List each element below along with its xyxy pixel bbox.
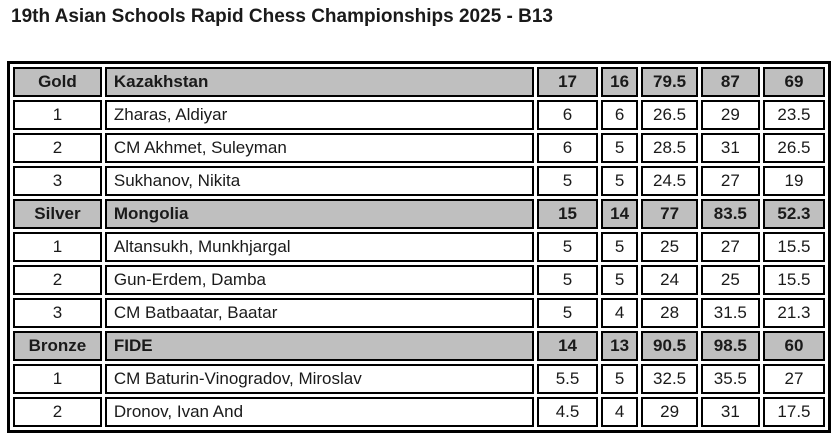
player-name-cell: Altansukh, Munkhjargal bbox=[104, 232, 535, 262]
player-rank-cell: 3 bbox=[13, 166, 102, 196]
player-score-cell: 27 bbox=[700, 166, 760, 196]
player-score-cell: 21.3 bbox=[762, 298, 825, 328]
player-score-cell: 25 bbox=[700, 265, 760, 295]
player-rank-cell: 2 bbox=[13, 397, 102, 427]
player-row: 1 Zharas, Aldiyar 6 6 26.5 29 23.5 bbox=[13, 100, 825, 130]
team-total-cell: 98.5 bbox=[700, 331, 760, 361]
team-total-cell: 60 bbox=[762, 331, 825, 361]
team-total-cell: 15 bbox=[537, 199, 598, 229]
player-score-cell: 24.5 bbox=[641, 166, 698, 196]
player-score-cell: 5 bbox=[537, 298, 598, 328]
team-total-cell: 90.5 bbox=[641, 331, 698, 361]
player-row: 1 Altansukh, Munkhjargal 5 5 25 27 15.5 bbox=[13, 232, 825, 262]
player-score-cell: 5 bbox=[537, 166, 598, 196]
team-total-cell: 14 bbox=[600, 199, 639, 229]
player-score-cell: 4 bbox=[600, 298, 639, 328]
player-score-cell: 5 bbox=[600, 232, 639, 262]
team-header-row: Bronze FIDE 14 13 90.5 98.5 60 bbox=[13, 331, 825, 361]
player-rank-cell: 1 bbox=[13, 100, 102, 130]
player-name-cell: CM Akhmet, Suleyman bbox=[104, 133, 535, 163]
player-name-cell: Dronov, Ivan And bbox=[104, 397, 535, 427]
medal-cell: Gold bbox=[13, 67, 102, 97]
team-total-cell: 16 bbox=[600, 67, 639, 97]
team-total-cell: 14 bbox=[537, 331, 598, 361]
player-score-cell: 31 bbox=[700, 133, 760, 163]
team-name-cell: Kazakhstan bbox=[104, 67, 535, 97]
team-total-cell: 17 bbox=[537, 67, 598, 97]
player-score-cell: 24 bbox=[641, 265, 698, 295]
player-score-cell: 26.5 bbox=[641, 100, 698, 130]
medal-cell: Bronze bbox=[13, 331, 102, 361]
team-total-cell: 52.3 bbox=[762, 199, 825, 229]
player-row: 3 CM Batbaatar, Baatar 5 4 28 31.5 21.3 bbox=[13, 298, 825, 328]
team-total-cell: 87 bbox=[700, 67, 760, 97]
player-row: 2 Dronov, Ivan And 4.5 4 29 31 17.5 bbox=[13, 397, 825, 427]
team-total-cell: 13 bbox=[600, 331, 639, 361]
player-name-cell: Gun-Erdem, Damba bbox=[104, 265, 535, 295]
team-total-cell: 69 bbox=[762, 67, 825, 97]
player-score-cell: 6 bbox=[600, 100, 639, 130]
team-total-cell: 77 bbox=[641, 199, 698, 229]
player-score-cell: 32.5 bbox=[641, 364, 698, 394]
player-score-cell: 25 bbox=[641, 232, 698, 262]
player-score-cell: 15.5 bbox=[762, 232, 825, 262]
player-score-cell: 6 bbox=[537, 100, 598, 130]
team-header-row: Silver Mongolia 15 14 77 83.5 52.3 bbox=[13, 199, 825, 229]
player-score-cell: 28 bbox=[641, 298, 698, 328]
player-score-cell: 29 bbox=[700, 100, 760, 130]
player-score-cell: 27 bbox=[762, 364, 825, 394]
results-table-body: Gold Kazakhstan 17 16 79.5 87 69 1 Zharas, Aldiy… bbox=[13, 67, 825, 427]
player-score-cell: 4.5 bbox=[537, 397, 598, 427]
player-score-cell: 15.5 bbox=[762, 265, 825, 295]
results-table: Gold Kazakhstan 17 16 79.5 87 69 1 Zharas, Aldiy… bbox=[7, 61, 831, 433]
team-total-cell: 83.5 bbox=[700, 199, 760, 229]
team-name-cell: Mongolia bbox=[104, 199, 535, 229]
team-header-row: Gold Kazakhstan 17 16 79.5 87 69 bbox=[13, 67, 825, 97]
player-row: 2 CM Akhmet, Suleyman 6 5 28.5 31 26.5 bbox=[13, 133, 825, 163]
player-score-cell: 5 bbox=[537, 265, 598, 295]
player-rank-cell: 3 bbox=[13, 298, 102, 328]
player-name-cell: CM Baturin-Vinogradov, Miroslav bbox=[104, 364, 535, 394]
player-score-cell: 35.5 bbox=[700, 364, 760, 394]
player-rank-cell: 1 bbox=[13, 232, 102, 262]
player-score-cell: 5.5 bbox=[537, 364, 598, 394]
player-rank-cell: 2 bbox=[13, 265, 102, 295]
player-score-cell: 6 bbox=[537, 133, 598, 163]
player-score-cell: 5 bbox=[600, 364, 639, 394]
player-score-cell: 31.5 bbox=[700, 298, 760, 328]
player-row: 2 Gun-Erdem, Damba 5 5 24 25 15.5 bbox=[13, 265, 825, 295]
player-name-cell: Zharas, Aldiyar bbox=[104, 100, 535, 130]
player-score-cell: 29 bbox=[641, 397, 698, 427]
player-score-cell: 27 bbox=[700, 232, 760, 262]
player-rank-cell: 1 bbox=[13, 364, 102, 394]
team-total-cell: 79.5 bbox=[641, 67, 698, 97]
player-row: 1 CM Baturin-Vinogradov, Miroslav 5.5 5 32.5… bbox=[13, 364, 825, 394]
player-score-cell: 26.5 bbox=[762, 133, 825, 163]
player-score-cell: 17.5 bbox=[762, 397, 825, 427]
player-score-cell: 19 bbox=[762, 166, 825, 196]
player-score-cell: 5 bbox=[537, 232, 598, 262]
player-name-cell: CM Batbaatar, Baatar bbox=[104, 298, 535, 328]
player-score-cell: 4 bbox=[600, 397, 639, 427]
player-score-cell: 5 bbox=[600, 133, 639, 163]
player-score-cell: 23.5 bbox=[762, 100, 825, 130]
page-title: 19th Asian Schools Rapid Chess Champions… bbox=[11, 6, 554, 27]
player-name-cell: Sukhanov, Nikita bbox=[104, 166, 535, 196]
team-name-cell: FIDE bbox=[104, 331, 535, 361]
player-score-cell: 5 bbox=[600, 166, 639, 196]
player-row: 3 Sukhanov, Nikita 5 5 24.5 27 19 bbox=[13, 166, 825, 196]
player-score-cell: 5 bbox=[600, 265, 639, 295]
player-rank-cell: 2 bbox=[13, 133, 102, 163]
player-score-cell: 28.5 bbox=[641, 133, 698, 163]
medal-cell: Silver bbox=[13, 199, 102, 229]
player-score-cell: 31 bbox=[700, 397, 760, 427]
